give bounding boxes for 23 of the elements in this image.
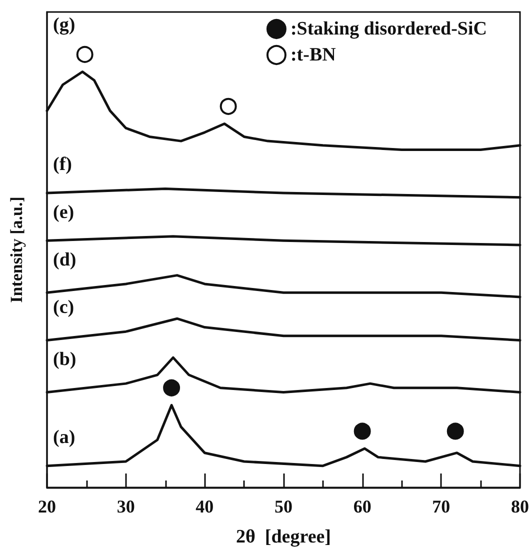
- legend-label: :Staking disordered-SiC: [290, 18, 488, 40]
- x-tick-label: 80: [511, 496, 529, 516]
- annotation: (a): [53, 427, 76, 448]
- x-axis-title: 2θ [degree]: [236, 526, 332, 548]
- legend-label: :t-BN: [290, 44, 336, 66]
- x-tick-label: 70: [432, 496, 450, 516]
- point: [76, 46, 94, 63]
- text: (g): [53, 14, 76, 36]
- x-tick-label: 20: [38, 496, 56, 516]
- x-tick-label: 30: [116, 496, 135, 516]
- x-tick-label: 60: [353, 496, 372, 516]
- annotation: (b): [53, 349, 76, 370]
- point: [446, 422, 464, 440]
- x-tick-label: 40: [196, 496, 214, 516]
- x-tick-label: 50: [274, 496, 292, 516]
- point: [220, 98, 237, 115]
- annotation: (f): [53, 154, 72, 176]
- annotation: (e): [53, 202, 74, 223]
- point: [354, 422, 371, 440]
- point: [163, 379, 180, 396]
- y-axis-title: Intensity [a.u.]: [7, 196, 26, 303]
- annotation: (c): [53, 297, 74, 318]
- annotation: (d): [53, 249, 76, 270]
